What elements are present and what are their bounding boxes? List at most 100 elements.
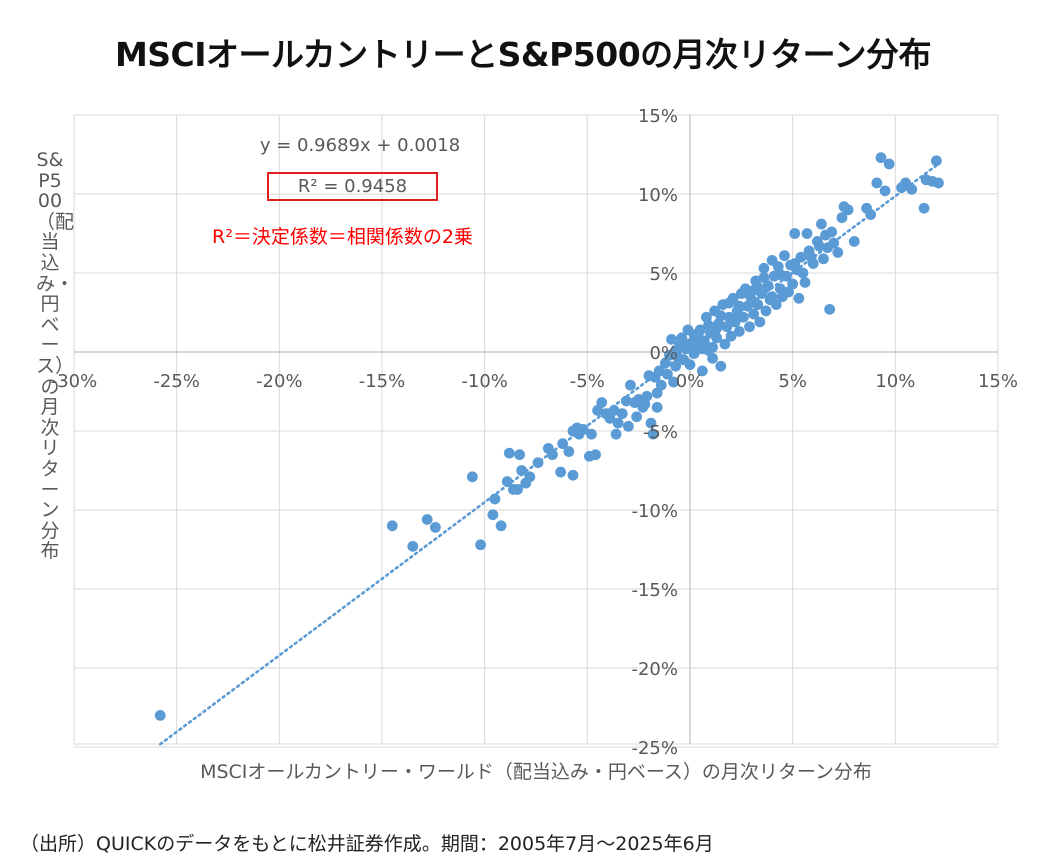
data-point <box>832 247 844 258</box>
data-point <box>725 330 737 342</box>
data-point <box>503 447 515 459</box>
data-point <box>662 368 673 380</box>
data-point <box>631 411 643 423</box>
data-point <box>386 520 398 532</box>
y-tick-label: -20% <box>631 659 678 680</box>
data-point <box>684 359 696 371</box>
data-point <box>715 310 727 322</box>
data-point <box>774 269 786 280</box>
data-point <box>723 297 735 309</box>
data-point <box>678 337 690 348</box>
axes <box>74 115 998 744</box>
data-point <box>933 177 944 189</box>
data-point <box>787 278 799 290</box>
data-point <box>532 457 544 468</box>
x-tick-label: -15% <box>359 371 406 392</box>
gridlines <box>73 114 999 748</box>
data-point <box>818 253 829 265</box>
data-point <box>715 360 727 372</box>
y-axis-label: S&P500（配当込み・円ベース）の月次リターン分布 <box>36 149 75 563</box>
data-point <box>931 155 942 167</box>
data-point <box>154 710 166 721</box>
x-tick-label: 0% <box>676 371 705 392</box>
data-point <box>883 158 895 170</box>
data-point <box>711 332 723 344</box>
data-point <box>516 465 528 476</box>
data-point <box>875 152 887 164</box>
data-point <box>653 365 665 377</box>
data-point <box>752 281 764 293</box>
data-point <box>668 376 679 388</box>
data-point <box>596 397 608 408</box>
data-point <box>512 484 523 495</box>
y-tick-label: -10% <box>631 501 678 522</box>
data-point <box>429 521 441 533</box>
data-point <box>555 466 567 478</box>
data-point <box>748 308 760 320</box>
r-squared-annotation: R²＝決定係数＝相関係数の2乗 <box>212 226 473 248</box>
data-point <box>760 305 772 317</box>
data-point <box>744 289 755 301</box>
data-point <box>421 514 433 525</box>
data-point <box>758 272 770 284</box>
data-point <box>744 321 755 333</box>
data-point <box>567 469 579 481</box>
data-point <box>625 379 636 391</box>
data-point <box>487 509 499 521</box>
data-point <box>610 428 622 440</box>
data-point <box>670 360 682 372</box>
data-point <box>848 236 860 247</box>
x-tick-label: -25% <box>153 371 200 392</box>
data-point <box>608 405 620 416</box>
data-point <box>766 291 778 303</box>
data-point <box>779 250 790 262</box>
data-point <box>733 300 745 312</box>
data-point <box>645 417 657 429</box>
data-point <box>707 341 718 353</box>
y-tick-label: -25% <box>631 738 678 759</box>
data-point <box>793 292 805 304</box>
y-tick-label: 0% <box>649 343 678 364</box>
data-point <box>495 520 507 532</box>
data-point <box>524 471 536 483</box>
y-tick-label: -15% <box>631 580 678 601</box>
data-point <box>824 303 836 315</box>
x-tick-label: 5% <box>778 371 807 392</box>
data-point <box>577 424 589 435</box>
data-point <box>651 401 663 413</box>
data-point <box>623 420 634 432</box>
data-point <box>920 174 932 186</box>
data-point <box>906 183 918 195</box>
data-point <box>688 329 700 341</box>
data-point <box>616 408 628 420</box>
data-point <box>842 204 854 216</box>
data-point <box>879 185 891 197</box>
source-note: （出所）QUICKのデータをもとに松井証券作成。期間：2005年7月〜2025年… <box>20 833 714 855</box>
r-squared-box: R² = 0.9458 <box>267 172 438 201</box>
data-point <box>501 476 513 487</box>
data-points <box>154 152 944 721</box>
plot-frame <box>73 114 999 745</box>
data-point <box>816 218 827 230</box>
x-axis-label: MSCIオールカントリー・ワールド（配当込み・円ベース）の月次リターン分布 <box>200 761 872 783</box>
data-point <box>696 365 708 377</box>
x-tick-label: -5% <box>570 371 605 392</box>
y-tick-label: 10% <box>638 185 678 206</box>
y-tick-label: -5% <box>643 422 678 443</box>
data-point <box>754 316 766 328</box>
data-point <box>670 345 682 356</box>
data-point <box>666 333 677 345</box>
data-point <box>758 262 770 274</box>
data-point <box>865 209 877 220</box>
x-tick-label: 10% <box>875 371 915 392</box>
data-point <box>733 326 745 337</box>
data-point <box>612 417 624 429</box>
data-point <box>813 240 825 252</box>
tick-labels: -30% -25% -20% -15% -10% -5% 0% 5% 10% 15% 15% 10% 5… <box>51 106 1018 759</box>
data-point <box>475 539 486 551</box>
data-point <box>696 343 708 355</box>
data-point <box>641 390 653 402</box>
data-point <box>801 228 813 239</box>
data-point <box>590 449 601 461</box>
